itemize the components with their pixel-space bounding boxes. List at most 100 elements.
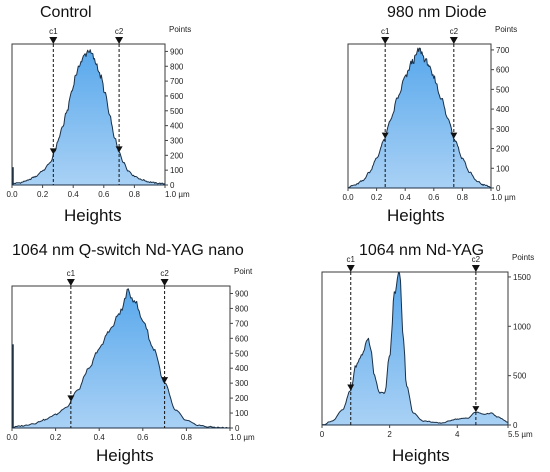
y-tick-label: 100 [496, 164, 510, 173]
y-tick-label: 100 [235, 409, 249, 418]
x-tick-label: 4 [455, 430, 460, 439]
chart-title: 1064 nm Q-switch Nd-YAG nano [12, 242, 244, 259]
cursor-label-c2: c2 [160, 269, 169, 278]
cursor-label-c2: c2 [115, 27, 124, 36]
y-tick-label: 300 [235, 379, 249, 388]
y-tick-label: 400 [235, 364, 249, 373]
cursor-marker-c1 [49, 37, 58, 44]
x-axis-label: Heights [96, 446, 154, 465]
x-tick-label: 0.2 [371, 193, 383, 202]
y-tick-label: 500 [496, 85, 510, 94]
histogram-1064nm-ndyag: c1 c2 0 500 1000 1500 Points 0 2 4 5.5 µm [320, 253, 534, 439]
x-tick-label: 0.4 [400, 193, 412, 202]
cursor-point-c1 [347, 384, 355, 391]
y-tick-label: 100 [170, 166, 184, 175]
y-tick-label: 400 [170, 122, 184, 131]
cursor-marker-c2 [471, 265, 480, 272]
histogram-area [11, 49, 166, 186]
panel-980nm-diode: 980 nm Diode c1 c2 0 100 200 300 400 500 600 700 P… [275, 0, 550, 236]
cursor-point-c1 [49, 148, 57, 155]
y-tick-label: 500 [513, 372, 527, 381]
y-tick-label: 900 [235, 289, 249, 298]
y-tick-label: 300 [496, 125, 510, 134]
cursor-marker-c1 [381, 37, 390, 44]
y-tick-label: 700 [235, 319, 249, 328]
y-tick-label: 0 [170, 181, 175, 190]
y-tick-label: 0 [513, 421, 518, 430]
histogram-980nm-diode: c1 c2 0 100 200 300 400 500 600 700 Points 0.0 0.2 0.… [342, 25, 517, 202]
cursor-point-c2 [472, 406, 480, 413]
x-axis-label: Heights [387, 206, 445, 225]
cursor-label-c2: c2 [450, 27, 459, 36]
cursor-label-c1: c1 [67, 269, 76, 278]
cursor-label-c1: c1 [347, 255, 356, 264]
x-tick-label: 0.8 [129, 190, 141, 199]
cursor-point-c2 [115, 146, 123, 153]
x-tick-label: 0.6 [98, 190, 110, 199]
y-tick-label: 700 [496, 46, 510, 55]
x-tick-label: 0.0 [6, 433, 18, 442]
y-tick-label: 500 [170, 107, 184, 116]
x-tick-label: 0.0 [342, 193, 354, 202]
y-tick-label: 600 [170, 92, 184, 101]
x-tick-label: 0.4 [94, 433, 106, 442]
chart-title: 980 nm Diode [387, 4, 487, 21]
y-tick-label: 800 [170, 62, 184, 71]
chart-title: 1064 nm Nd-YAG [359, 242, 485, 259]
y-tick-label: 0 [235, 424, 240, 433]
y-tick-label: 600 [496, 66, 510, 75]
y-tick-label: 900 [170, 47, 184, 56]
x-tick-label: 2 [387, 430, 392, 439]
cursor-label-c1: c1 [381, 27, 390, 36]
x-tick-label: 0.2 [37, 190, 49, 199]
cursor-label-c2: c2 [472, 255, 481, 264]
cursor-marker-c2 [115, 37, 124, 44]
x-tick-label: 1.0 µm [165, 190, 190, 199]
y-tick-label: 800 [235, 304, 249, 313]
x-tick-label: 0.8 [457, 193, 469, 202]
x-tick-label: 0 [320, 430, 325, 439]
y-tick-label: 1000 [513, 322, 531, 331]
y-tick-label: 0 [496, 184, 501, 193]
cursor-label-c1: c1 [49, 27, 58, 36]
y-tick-label: 200 [496, 145, 510, 154]
y-axis-title: Points [512, 253, 534, 262]
panel-control: Control c1 c2 0 100 200 300 400 500 600 700 800 900… [0, 0, 275, 236]
x-tick-label: 0.6 [137, 433, 149, 442]
x-axis-label: Heights [392, 446, 450, 465]
histogram-control: c1 c2 0 100 200 300 400 500 600 700 800 900 Points 0.… [6, 25, 191, 199]
y-tick-label: 200 [235, 394, 249, 403]
x-tick-label: 0.6 [428, 193, 440, 202]
y-axis-title: Point [234, 267, 253, 276]
x-axis-label: Heights [64, 206, 122, 225]
histogram-area [321, 272, 509, 426]
y-tick-label: 600 [235, 334, 249, 343]
cursor-point-c1 [67, 395, 75, 402]
y-axis-title: Points [169, 25, 191, 34]
histogram-1064nm-qswitch: c1 c2 0 100 200 300 400 500 600 700 800 900 Point 0.0… [6, 267, 255, 442]
y-tick-label: 400 [496, 105, 510, 114]
y-tick-label: 200 [170, 151, 184, 160]
panel-1064nm-ndyag: 1064 nm Nd-YAG c1 c2 0 500 1000 1500 Points 0 2 4… [275, 236, 550, 472]
y-tick-label: 1500 [513, 273, 531, 282]
x-tick-label: 0.2 [50, 433, 62, 442]
y-tick-label: 500 [235, 349, 249, 358]
x-tick-label: 0.4 [68, 190, 80, 199]
y-axis-title: Points [495, 25, 517, 34]
x-tick-label: 0.8 [181, 433, 193, 442]
chart-title: Control [40, 4, 92, 21]
cursor-marker-c2 [160, 279, 169, 286]
y-tick-label: 300 [170, 136, 184, 145]
histogram-area [347, 47, 492, 189]
cursor-point-c1 [381, 132, 389, 139]
histogram-area [11, 288, 231, 429]
cursor-marker-c2 [449, 37, 458, 44]
cursor-marker-c1 [66, 279, 75, 286]
x-tick-label: 0.0 [6, 190, 18, 199]
x-tick-label: 1.0 µm [491, 193, 516, 202]
cursor-marker-c1 [346, 265, 355, 272]
x-tick-label: 5.5 µm [508, 430, 533, 439]
cursor-point-c2 [161, 377, 169, 384]
panel-1064nm-qswitch: 1064 nm Q-switch Nd-YAG nano c1 c2 0 100 200… [0, 236, 275, 472]
cursor-point-c2 [450, 132, 458, 139]
